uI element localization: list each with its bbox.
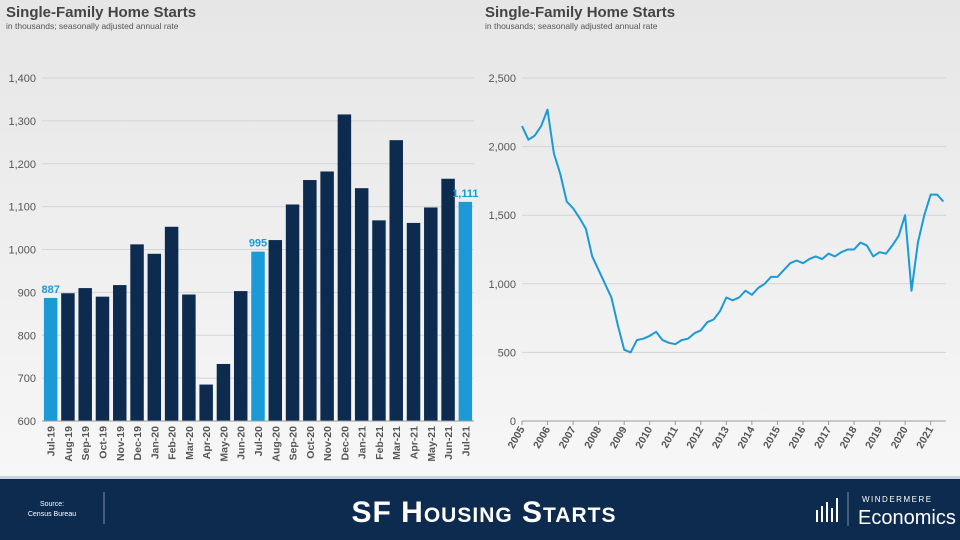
- x-tick-label: Sep-20: [288, 426, 300, 461]
- bar: [251, 251, 265, 421]
- bar: [113, 285, 127, 421]
- x-tick-label: Jun-20: [236, 426, 248, 460]
- x-tick-label: Jan-21: [357, 426, 369, 459]
- bar: [95, 296, 110, 421]
- x-tick-label: Jul-19: [46, 426, 58, 457]
- y-tick-label: 1,100: [8, 202, 36, 214]
- bar: [372, 220, 386, 421]
- value-label: 887: [41, 284, 59, 296]
- value-label: 995: [249, 238, 267, 250]
- bar: [61, 293, 75, 421]
- x-tick-label: Mar-21: [391, 426, 403, 460]
- bar: [389, 140, 403, 421]
- y-tick-label: 1,000: [8, 245, 36, 257]
- x-tick-label: Apr-21: [409, 426, 421, 459]
- bar: [354, 188, 369, 421]
- x-tick-label: Apr-20: [201, 426, 213, 459]
- x-tick-label: Sep-19: [80, 426, 92, 461]
- bar: [268, 240, 283, 421]
- y-tick-label: 2,500: [488, 73, 516, 85]
- bar: [216, 363, 231, 421]
- line-series: [521, 108, 945, 354]
- bar: [199, 384, 213, 421]
- brand: WINDERMERE: [862, 495, 933, 504]
- y-tick-label: 900: [18, 287, 36, 299]
- chart-title: Single-Family Home Starts: [6, 4, 196, 21]
- x-tick-label: Oct-20: [305, 426, 317, 459]
- y-tick-label: 2,000: [488, 142, 516, 154]
- source-label: Source:: [40, 501, 64, 508]
- source-name: Census Bureau: [28, 511, 76, 518]
- brand-sub: Economics: [858, 507, 956, 529]
- logo-icon: [816, 498, 838, 522]
- x-tick-label: Jan-20: [149, 426, 161, 459]
- x-tick-label: Oct-19: [97, 426, 109, 459]
- x-tick-label: Jul-20: [253, 426, 265, 457]
- x-tick-label: Dec-20: [339, 426, 351, 461]
- y-tick-label: 1,400: [8, 73, 36, 85]
- x-tick-label: Nov-20: [322, 426, 334, 461]
- bar: [182, 294, 196, 421]
- x-tick-label: May-21: [426, 426, 438, 462]
- bar: [320, 171, 334, 421]
- x-tick-label: Feb-20: [167, 426, 179, 460]
- footer-strip: [0, 476, 960, 479]
- x-tick-label: Dec-19: [132, 426, 144, 461]
- y-tick-label: 600: [18, 416, 36, 428]
- x-tick-label: Nov-19: [115, 426, 127, 461]
- x-tick-label: Jul-21: [460, 426, 472, 457]
- x-tick-label: Aug-19: [63, 426, 75, 462]
- chart-subtitle: in thousands; seasonally adjusted annual…: [6, 21, 179, 31]
- background: [0, 0, 960, 480]
- bar: [130, 244, 144, 421]
- bar: [303, 180, 317, 421]
- chart-subtitle: in thousands; seasonally adjusted annual…: [485, 21, 658, 31]
- bar: [406, 222, 421, 421]
- x-tick-label: May-20: [218, 426, 230, 462]
- bar: [43, 297, 58, 421]
- x-tick-label: Mar-20: [184, 426, 196, 460]
- value-label: 1,111: [452, 188, 478, 200]
- y-tick-label: 1,300: [8, 116, 36, 128]
- bar: [337, 114, 352, 421]
- slide-title: SF Housing Starts: [352, 496, 617, 529]
- bar: [147, 253, 162, 421]
- bar: [285, 204, 300, 421]
- y-tick-label: 1,200: [8, 159, 36, 171]
- footer-band: [0, 478, 960, 540]
- x-tick-label: Feb-21: [374, 426, 386, 460]
- y-tick-label: 1,500: [488, 210, 516, 222]
- chart-title: Single-Family Home Starts: [485, 4, 675, 21]
- bar: [441, 178, 455, 421]
- bar: [424, 207, 438, 421]
- bar: [78, 288, 92, 421]
- y-tick-label: 0: [510, 416, 516, 428]
- bar: [164, 226, 179, 421]
- bar: [458, 201, 473, 421]
- y-tick-label: 1,000: [488, 279, 516, 291]
- bar: [233, 291, 248, 421]
- x-tick-label: Jun-21: [443, 426, 455, 460]
- x-tick-label: Aug-20: [270, 426, 282, 462]
- y-tick-label: 800: [18, 330, 36, 342]
- y-tick-label: 500: [498, 347, 516, 359]
- y-tick-label: 700: [18, 373, 36, 385]
